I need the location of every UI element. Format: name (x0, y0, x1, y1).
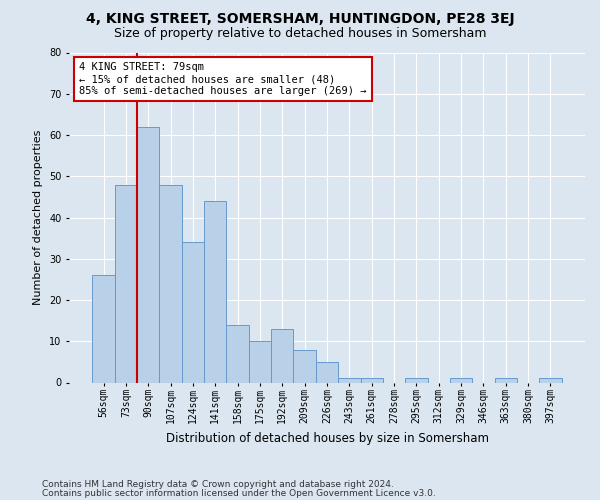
Bar (92, 275, 115, 382)
Bar (249, 341, 271, 382)
Bar (450, 378, 472, 382)
Bar (182, 242, 204, 382)
Bar (361, 378, 383, 382)
Bar (115, 184, 137, 382)
Text: 4 KING STREET: 79sqm
← 15% of detached houses are smaller (48)
85% of semi-detac: 4 KING STREET: 79sqm ← 15% of detached h… (79, 62, 367, 96)
Bar (226, 325, 249, 382)
Y-axis label: Number of detached properties: Number of detached properties (34, 130, 43, 305)
Text: Contains HM Land Registry data © Crown copyright and database right 2024.: Contains HM Land Registry data © Crown c… (42, 480, 394, 489)
Text: Size of property relative to detached houses in Somersham: Size of property relative to detached ho… (114, 28, 486, 40)
Bar (316, 362, 338, 382)
Text: 4, KING STREET, SOMERSHAM, HUNTINGDON, PE28 3EJ: 4, KING STREET, SOMERSHAM, HUNTINGDON, P… (86, 12, 514, 26)
Text: Contains public sector information licensed under the Open Government Licence v3: Contains public sector information licen… (42, 488, 436, 498)
Bar (494, 378, 517, 382)
X-axis label: Distribution of detached houses by size in Somersham: Distribution of detached houses by size … (166, 432, 488, 444)
Bar (405, 378, 428, 382)
Bar (293, 350, 316, 382)
Bar (539, 378, 562, 382)
Bar (160, 184, 182, 382)
Bar (338, 378, 361, 382)
Bar (204, 201, 226, 382)
Bar (137, 126, 160, 382)
Bar (271, 329, 293, 382)
